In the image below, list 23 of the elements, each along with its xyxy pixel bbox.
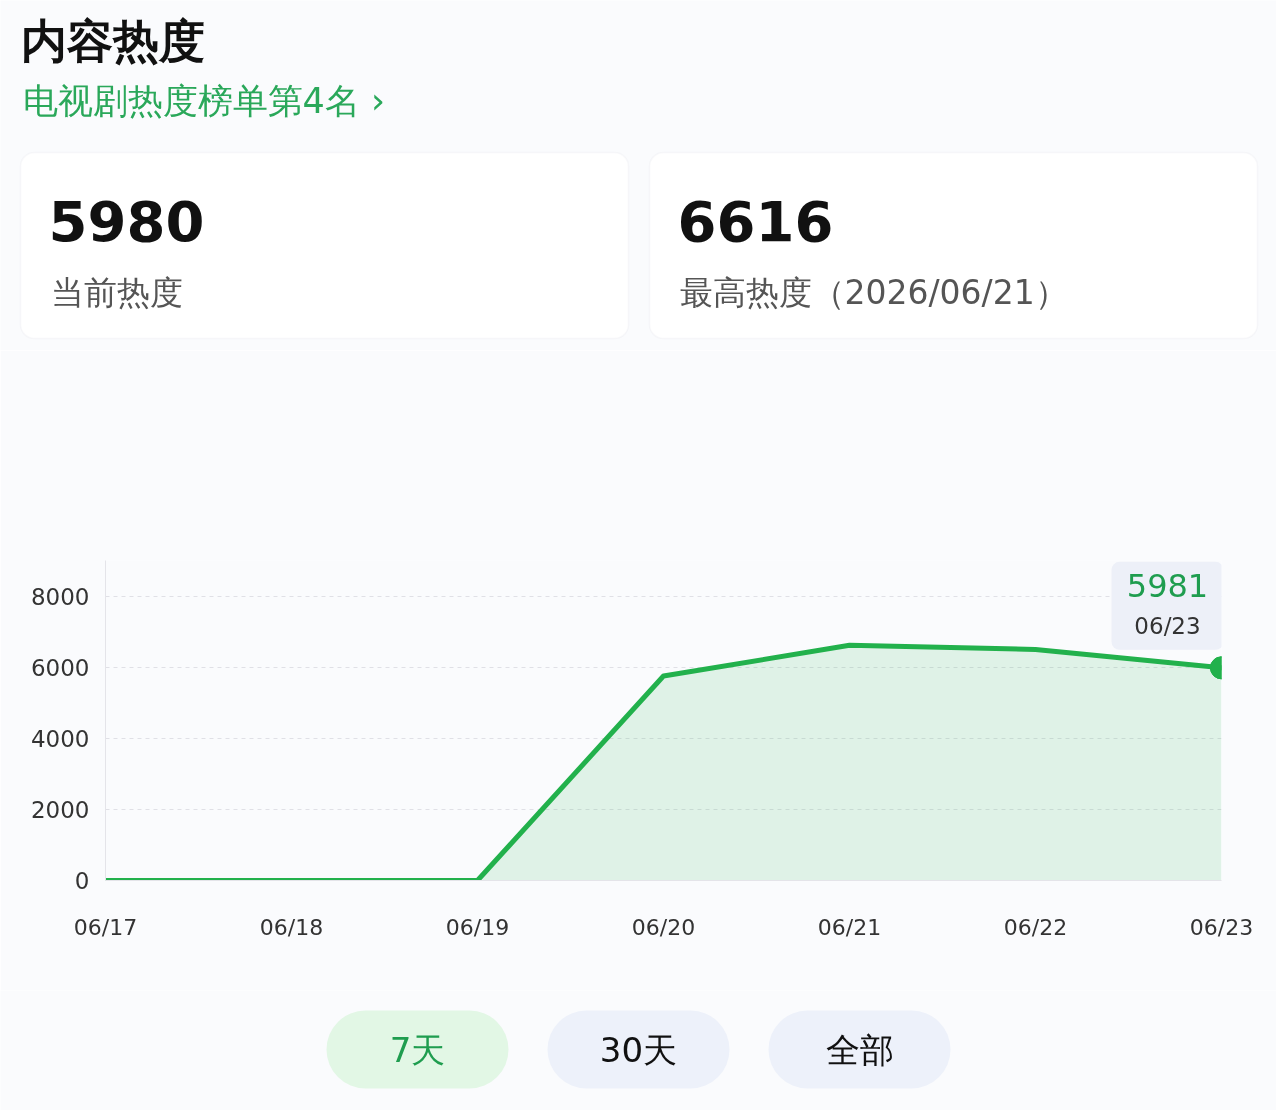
text: 当前热度 [50,273,183,312]
y-tick-label: 0 [74,868,90,894]
x-tick-label: 06/22 [1003,914,1068,940]
x-tick-label: 06/23 [1189,914,1254,940]
text: 7天 [389,1029,446,1070]
chart-title: 内容热度 [20,13,205,68]
text: 5980 [48,188,205,254]
text: 最高热度（2026/06/21） [679,273,1068,312]
y-tick-label: 8000 [30,583,90,610]
annotation: 06/23 [1134,612,1201,639]
x-tick-label: 06/19 [445,914,510,940]
x-tick-label: 06/18 [259,914,324,940]
y-tick-label: 2000 [30,796,90,823]
y-tick-label: 4000 [30,725,90,752]
chart-subtitle: 电视剧热度榜单第4名 › [22,80,385,121]
x-tick-label: 06/20 [631,914,696,940]
x-tick-label: 06/21 [817,914,882,940]
text: 30天 [599,1029,678,1070]
x-tick-label: 06/17 [73,914,138,940]
y-tick-label: 6000 [30,654,90,681]
text: 6616 [677,188,834,254]
text: 全部 [825,1029,894,1070]
annotation: 5981 [1126,567,1209,606]
